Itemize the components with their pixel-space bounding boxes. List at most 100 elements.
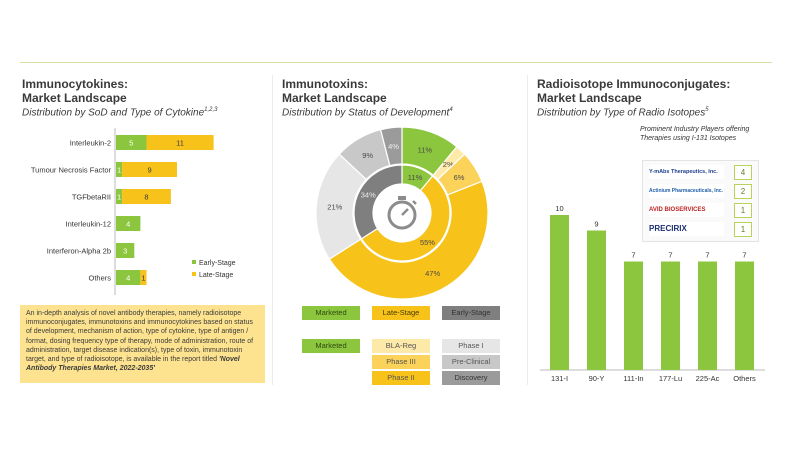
isotope-bar	[698, 261, 717, 370]
category-label: Others	[88, 274, 111, 283]
player-count: 1	[734, 203, 752, 218]
legend-marketed-detail: Marketed	[302, 339, 360, 353]
bar-value-label: 3	[123, 247, 127, 256]
player-row: AVID BIOSERVICES 1	[647, 202, 754, 218]
slice-label: 55%	[420, 238, 435, 247]
late-stage-bar	[146, 135, 214, 150]
panel3-subtitle: Distribution by Type of Radio Isotopes5	[537, 107, 709, 119]
slice-label: 47%	[425, 269, 440, 278]
late-stage-bar	[122, 189, 171, 204]
category-label: 177-Lu	[659, 374, 682, 383]
avid-logo: AVID BIOSERVICES	[649, 203, 724, 217]
bar-value-label: 4	[126, 274, 130, 283]
bar-value-label: 10	[555, 204, 563, 213]
bar-value-label: 1	[141, 274, 145, 283]
player-count: 1	[734, 222, 752, 237]
isotope-bar	[624, 261, 643, 370]
bar-value-label: 9	[147, 166, 151, 175]
players-caption: Prominent Industry Players offering Ther…	[640, 126, 750, 142]
player-row: Y-mAbs Therapeutics, Inc. 4	[647, 164, 754, 180]
early-stage-bar	[116, 216, 141, 231]
early-stage-bar	[116, 162, 123, 177]
legend-swatch	[192, 260, 196, 264]
slice-label: 11%	[418, 145, 433, 154]
ymabs-logo: Y-mAbs Therapeutics, Inc.	[649, 165, 724, 179]
category-label: Others	[733, 374, 756, 383]
radioisotope-bar-chart: 10 131-I 9 90-Y 7 111-In 7 177-Lu 7 225-Ac 7 Others	[540, 204, 765, 383]
early-stage-bar	[116, 135, 147, 150]
slice-label: 6%	[454, 173, 465, 182]
isotope-bar	[550, 215, 569, 370]
stopwatch-icon	[387, 196, 417, 230]
category-label: Interferon-Alpha 2b	[47, 247, 111, 256]
outer-slice	[328, 180, 489, 300]
inner-slice	[360, 175, 451, 262]
bar-value-label: 5	[129, 139, 133, 148]
bar-value-label: 7	[668, 251, 672, 260]
bar-value-label: 8	[144, 193, 148, 202]
bar-value-label: 4	[126, 220, 130, 229]
legend-phase-iii: Phase III	[372, 355, 430, 369]
legend-phase-ii: Phase II	[372, 371, 430, 385]
top-rule	[20, 62, 772, 63]
isotope-bar	[661, 261, 680, 370]
late-stage-bar	[122, 162, 177, 177]
legend-label: Late-Stage	[199, 272, 233, 279]
category-label: Interleukin-2	[70, 139, 111, 148]
panel-divider	[527, 75, 528, 385]
panel1-subtitle: Distribution by SoD and Type of Cytokine…	[22, 107, 218, 119]
panel1-title: Immunocytokines: Market Landscape	[22, 77, 129, 105]
legend-phase-i: Phase I	[442, 339, 500, 353]
bar-value-label: 11	[176, 139, 184, 148]
bar-value-label: 1	[117, 166, 121, 175]
isotope-bar	[587, 230, 606, 370]
category-label: TGFbetaRII	[72, 193, 111, 202]
slice-label: 9%	[362, 151, 373, 160]
inner-slice	[353, 164, 403, 240]
legend-swatch	[192, 272, 196, 276]
category-label: 90-Y	[589, 374, 605, 383]
panel3-title: Radioisotope Immunoconjugates: Market Lan…	[537, 77, 731, 105]
early-stage-bar	[116, 270, 141, 285]
actinium-logo: Actinium Pharmaceuticals, Inc.	[649, 184, 724, 198]
player-count: 2	[734, 184, 752, 199]
slice-label: 4%	[388, 142, 399, 151]
legend-early-stage: Early-Stage	[442, 306, 500, 320]
panel2-title: Immunotoxins: Market Landscape	[282, 77, 387, 105]
early-stage-bar	[116, 189, 123, 204]
bar-value-label: 9	[594, 220, 598, 229]
slice-label: 2%	[443, 160, 454, 169]
slice-label: 11%	[408, 173, 423, 182]
category-label: 111-In	[623, 374, 643, 383]
slice-label: 21%	[327, 203, 342, 212]
category-label: Tumour Necrosis Factor	[31, 166, 112, 175]
precirix-logo: PRECIRIX	[649, 222, 724, 236]
player-row: Actinium Pharmaceuticals, Inc. 2	[647, 183, 754, 199]
status-donut-chart: 11% 2%6% 47% 21% 9% 4% 11% 55% 34%	[315, 126, 489, 300]
panel-divider	[272, 75, 273, 385]
early-stage-bar	[116, 243, 135, 258]
report-note: An in-depth analysis of novel antibody t…	[20, 305, 265, 383]
bar-value-label: 1	[117, 193, 121, 202]
panel2-subtitle: Distribution by Status of Development4	[282, 107, 453, 119]
category-label: Interleukin-12	[66, 220, 111, 229]
legend-bla-reg: BLA-Reg	[372, 339, 430, 353]
outer-slice	[379, 126, 403, 167]
late-stage-bar	[140, 270, 147, 285]
players-panel: Y-mAbs Therapeutics, Inc. 4 Actinium Pha…	[642, 160, 759, 242]
bar-value-label: 7	[705, 251, 709, 260]
legend-late-stage: Late-Stage	[372, 306, 430, 320]
category-label: 225-Ac	[696, 374, 720, 383]
slice-label: 34%	[361, 190, 376, 199]
bar-value-label: 7	[631, 251, 635, 260]
legend-pre-clinical: Pre-Clinical	[442, 355, 500, 369]
bar-value-label: 7	[742, 251, 746, 260]
category-label: 131-I	[551, 374, 568, 383]
player-row: PRECIRIX 1	[647, 221, 754, 237]
legend-marketed: Marketed	[302, 306, 360, 320]
legend-label: Early-Stage	[199, 260, 236, 267]
isotope-bar	[735, 261, 754, 370]
player-count: 4	[734, 165, 752, 180]
legend-discovery: Discovery	[442, 371, 500, 385]
